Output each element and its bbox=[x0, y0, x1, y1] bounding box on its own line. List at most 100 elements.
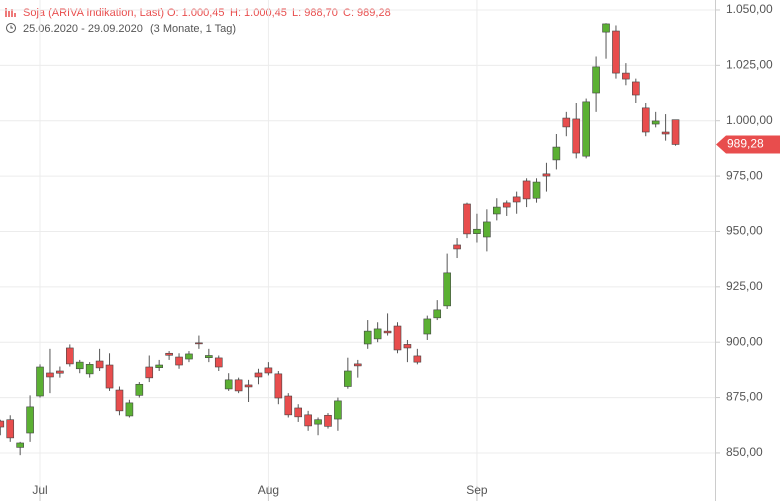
candle-body bbox=[473, 228, 481, 234]
candle-body bbox=[413, 355, 422, 363]
candle bbox=[205, 348, 213, 363]
candle-body bbox=[224, 379, 233, 390]
candle-body bbox=[403, 344, 412, 349]
candle-body bbox=[56, 370, 64, 374]
candle-body bbox=[214, 357, 223, 368]
candle bbox=[592, 56, 600, 112]
candle bbox=[532, 178, 541, 203]
candle bbox=[46, 348, 54, 394]
candle bbox=[234, 377, 243, 394]
candle bbox=[393, 322, 402, 354]
candle bbox=[622, 63, 630, 86]
candle-body bbox=[512, 196, 521, 203]
candle-body bbox=[304, 414, 312, 427]
candle-body bbox=[264, 367, 273, 374]
candle-body bbox=[572, 118, 581, 154]
candle bbox=[244, 379, 253, 402]
candle-body bbox=[254, 372, 263, 378]
candle bbox=[383, 313, 392, 336]
candle bbox=[453, 238, 461, 259]
candle bbox=[661, 114, 670, 141]
candle bbox=[483, 209, 491, 252]
candle bbox=[95, 348, 104, 371]
last-price-label: 989,28 bbox=[727, 137, 764, 151]
candle-body bbox=[274, 373, 283, 399]
candle-body bbox=[483, 221, 491, 238]
candle-body bbox=[75, 361, 84, 370]
x-tick-label: Jul bbox=[32, 483, 47, 497]
y-tick-label: 950,00 bbox=[726, 224, 763, 238]
candle-body bbox=[463, 203, 471, 235]
candle bbox=[284, 393, 293, 418]
candle-body bbox=[294, 407, 303, 418]
candle bbox=[155, 359, 163, 371]
candle-body bbox=[36, 366, 44, 397]
period: (3 Monate, 1 Tag) bbox=[150, 23, 236, 35]
candle bbox=[353, 359, 362, 378]
candle-body bbox=[492, 206, 501, 215]
candle-body bbox=[105, 364, 114, 389]
candle-body bbox=[6, 419, 15, 439]
candle-body bbox=[175, 356, 183, 366]
candle bbox=[195, 335, 203, 349]
candle bbox=[373, 322, 382, 343]
candle-body bbox=[66, 347, 74, 365]
candle-body bbox=[26, 406, 34, 434]
candle-body bbox=[16, 442, 24, 448]
candle-body bbox=[135, 383, 144, 396]
candle-body bbox=[592, 66, 600, 94]
candle bbox=[16, 441, 24, 456]
candle bbox=[26, 395, 34, 442]
candle-body bbox=[125, 402, 134, 417]
candle bbox=[522, 178, 531, 208]
candle bbox=[314, 417, 322, 436]
candle bbox=[105, 353, 114, 391]
candle bbox=[423, 315, 432, 340]
y-tick-label: 1.025,00 bbox=[726, 58, 773, 72]
candle-body bbox=[552, 146, 561, 161]
candle-body bbox=[185, 353, 193, 360]
candle-body bbox=[532, 181, 541, 199]
candle-body bbox=[522, 180, 531, 200]
candle bbox=[85, 362, 94, 378]
candle bbox=[224, 373, 233, 391]
candle-body bbox=[145, 366, 154, 379]
candle bbox=[304, 410, 312, 431]
candle-body bbox=[612, 30, 620, 74]
candle-body bbox=[0, 420, 5, 428]
candle-body bbox=[383, 330, 392, 334]
candle bbox=[512, 191, 521, 214]
candle-body bbox=[582, 101, 590, 157]
candle bbox=[582, 98, 590, 159]
candle-body bbox=[95, 360, 104, 369]
candle-body bbox=[314, 419, 322, 425]
candle bbox=[443, 253, 451, 309]
candle-body bbox=[632, 81, 640, 96]
candle-body bbox=[85, 364, 94, 375]
y-tick-label: 900,00 bbox=[726, 334, 763, 348]
candle-body bbox=[622, 72, 630, 80]
candle bbox=[56, 366, 64, 378]
y-tick-label: 925,00 bbox=[726, 279, 763, 293]
candle-body bbox=[195, 342, 203, 345]
candle bbox=[334, 397, 342, 431]
candle bbox=[0, 419, 5, 436]
candle bbox=[413, 348, 422, 365]
candle bbox=[641, 102, 650, 137]
candle bbox=[363, 320, 372, 349]
y-tick-label: 1.000,00 bbox=[726, 113, 773, 127]
candle-body bbox=[334, 400, 342, 420]
candle bbox=[66, 344, 74, 367]
candle bbox=[463, 202, 471, 239]
candle-body bbox=[46, 372, 54, 378]
candle-body bbox=[542, 173, 551, 177]
candle bbox=[6, 415, 15, 442]
candle bbox=[115, 386, 124, 416]
candle bbox=[274, 370, 283, 405]
candle bbox=[264, 362, 273, 376]
candle bbox=[502, 200, 511, 216]
low-label: L: 988,70 bbox=[292, 7, 338, 19]
candle-body bbox=[502, 202, 511, 208]
